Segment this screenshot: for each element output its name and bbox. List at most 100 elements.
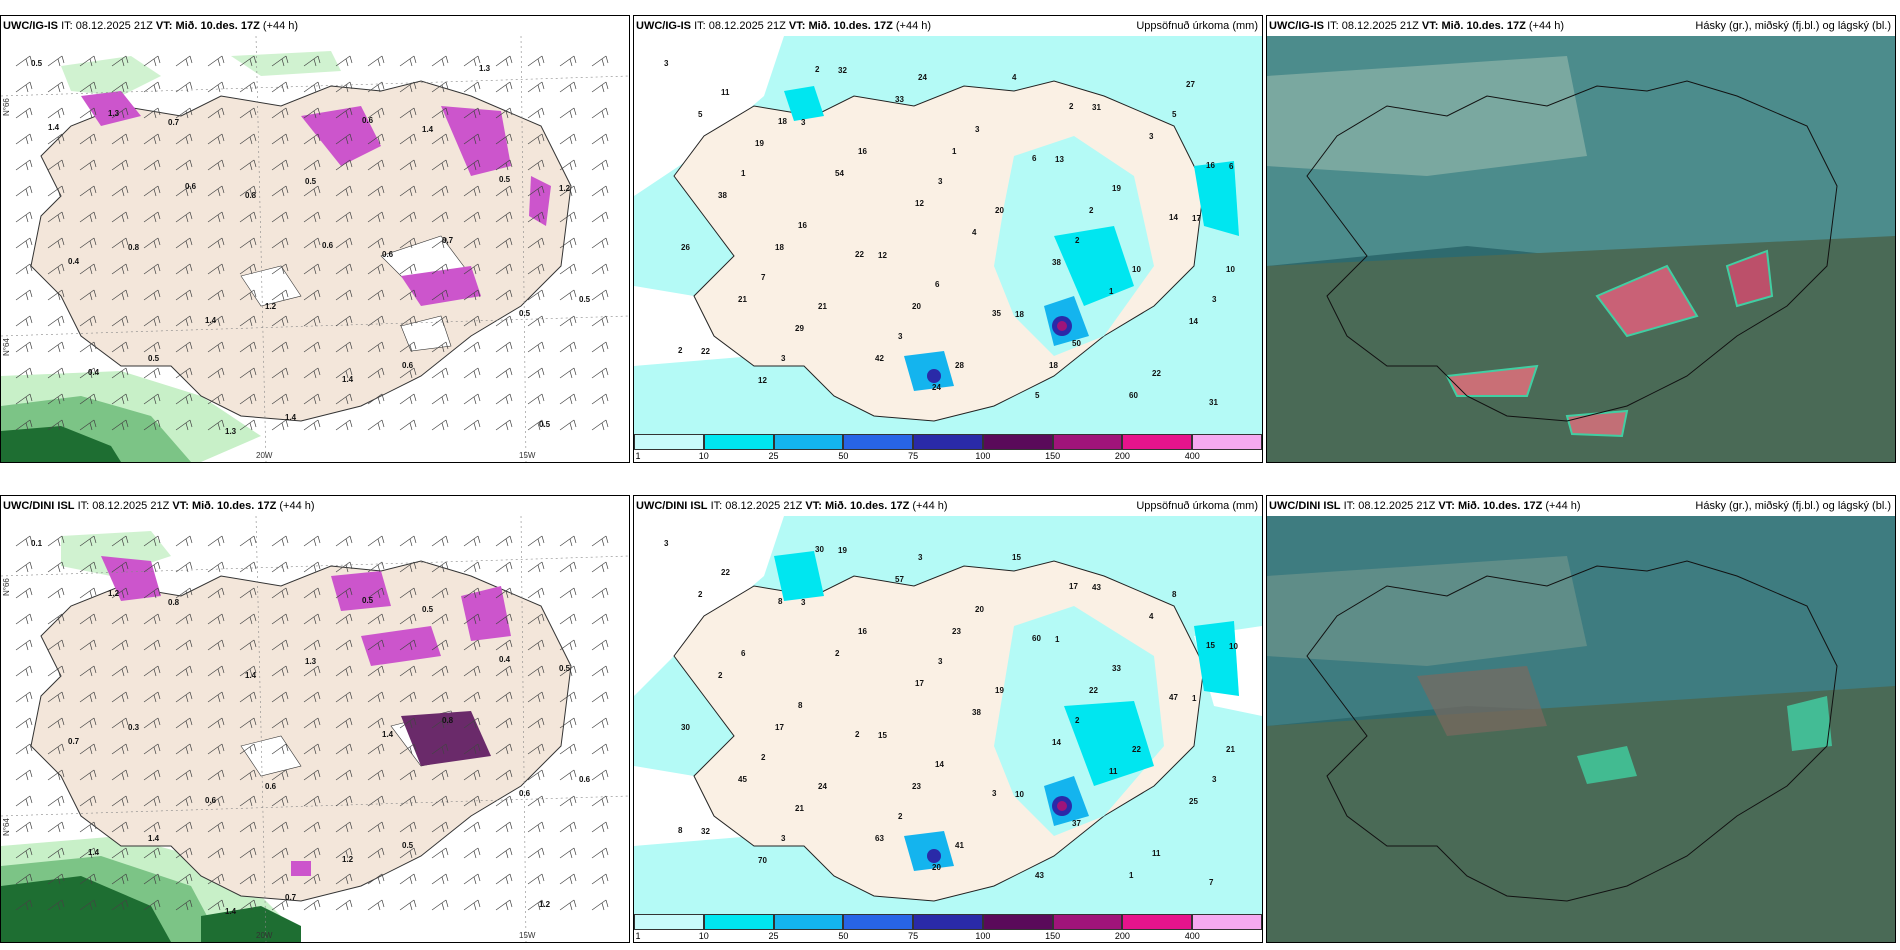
value-label: 0.6 bbox=[185, 182, 197, 191]
wind-barb bbox=[399, 419, 417, 431]
wind-barb bbox=[239, 873, 257, 885]
colorbar-tick: 25 bbox=[768, 451, 779, 461]
wind-barb bbox=[399, 821, 417, 833]
wind-barb bbox=[335, 55, 353, 67]
wind-barb bbox=[47, 821, 65, 833]
colorbar: 1 10 25 50 75 100 150 200 400 bbox=[634, 434, 1262, 462]
wind-barb bbox=[15, 237, 33, 249]
wind-barb bbox=[271, 691, 289, 703]
wind-barb bbox=[527, 393, 545, 405]
wind-barb bbox=[271, 133, 289, 145]
colorbar-tick: 400 bbox=[1184, 451, 1200, 461]
wind-barb bbox=[175, 717, 193, 729]
wind-barb bbox=[47, 341, 65, 353]
wind-barb bbox=[527, 419, 545, 431]
panel-wind-row1[interactable]: UWC/IG-IS IT: 08.12.2025 21Z VT: Mið. 10… bbox=[0, 15, 630, 463]
value-label: 3 bbox=[938, 177, 943, 186]
cloud-map bbox=[1267, 516, 1895, 942]
wind-barb bbox=[111, 587, 129, 599]
wind-barb bbox=[175, 535, 193, 547]
wind-barb bbox=[207, 393, 225, 405]
panel-precip-row1[interactable]: UWC/IG-IS IT: 08.12.2025 21Z VT: Mið. 10… bbox=[633, 15, 1263, 463]
panel-wind-row2[interactable]: UWC/DINI ISL IT: 08.12.2025 21Z VT: Mið.… bbox=[0, 495, 630, 943]
value-label: 70 bbox=[758, 856, 767, 865]
wind-barb bbox=[143, 55, 161, 67]
wind-barb bbox=[303, 847, 321, 859]
wind-barb bbox=[367, 237, 385, 249]
wind-barb bbox=[15, 81, 33, 93]
wind-barb bbox=[143, 341, 161, 353]
wind-barb bbox=[239, 185, 257, 197]
wind-barb bbox=[463, 717, 481, 729]
wind-barb bbox=[463, 873, 481, 885]
wind-barb bbox=[367, 289, 385, 301]
wind-barb bbox=[399, 613, 417, 625]
wind-barb bbox=[559, 55, 577, 67]
wind-barb bbox=[335, 237, 353, 249]
wind-barb bbox=[15, 419, 33, 431]
wind-barb bbox=[47, 393, 65, 405]
value-label: 7 bbox=[1209, 878, 1214, 887]
value-label: 12 bbox=[878, 251, 887, 260]
wind-barb bbox=[111, 341, 129, 353]
wind-barb bbox=[79, 821, 97, 833]
wind-barb bbox=[47, 211, 65, 223]
value-label: 8 bbox=[778, 597, 783, 606]
value-label: 33 bbox=[895, 95, 904, 104]
panel-precip-row2[interactable]: UWC/DINI ISL IT: 08.12.2025 21Z VT: Mið.… bbox=[633, 495, 1263, 943]
wind-barb bbox=[79, 795, 97, 807]
wind-barb bbox=[207, 847, 225, 859]
wind-barb bbox=[431, 535, 449, 547]
wind-barb bbox=[239, 419, 257, 431]
wind-barb bbox=[463, 587, 481, 599]
wind-barb bbox=[431, 587, 449, 599]
wind-barb bbox=[559, 613, 577, 625]
wind-barb bbox=[591, 367, 609, 379]
wind-barb bbox=[271, 743, 289, 755]
value-label: 3 bbox=[1149, 132, 1154, 141]
wind-barb bbox=[495, 743, 513, 755]
wind-barb bbox=[527, 81, 545, 93]
wind-barb bbox=[591, 717, 609, 729]
wind-barb bbox=[559, 185, 577, 197]
wind-barb bbox=[399, 289, 417, 301]
wind-barb bbox=[463, 211, 481, 223]
wind-barb bbox=[143, 367, 161, 379]
wind-barb bbox=[207, 873, 225, 885]
wind-barb bbox=[527, 873, 545, 885]
iceland-outline bbox=[1306, 80, 1838, 422]
wind-barb bbox=[367, 419, 385, 431]
wind-barb bbox=[463, 367, 481, 379]
wind-barb bbox=[495, 821, 513, 833]
wind-barb bbox=[79, 419, 97, 431]
value-label: 3 bbox=[938, 657, 943, 666]
value-label: 11 bbox=[1152, 849, 1161, 858]
wind-barb bbox=[271, 159, 289, 171]
wind-barb bbox=[495, 159, 513, 171]
wind-barb bbox=[303, 367, 321, 379]
wind-barb bbox=[111, 743, 129, 755]
panel-cloud-row1[interactable]: UWC/IG-IS IT: 08.12.2025 21Z VT: Mið. 10… bbox=[1266, 15, 1896, 463]
wind-barb bbox=[15, 613, 33, 625]
wind-barb bbox=[143, 873, 161, 885]
wind-barb bbox=[143, 289, 161, 301]
colorbar-swatch bbox=[1052, 914, 1123, 930]
wind-barb bbox=[271, 107, 289, 119]
panel-cloud-row2[interactable]: UWC/DINI ISL IT: 08.12.2025 21Z VT: Mið.… bbox=[1266, 495, 1896, 943]
wind-barb bbox=[271, 185, 289, 197]
wind-barb bbox=[431, 315, 449, 327]
valid-time: Mið. 10.des. 17Z bbox=[191, 500, 277, 512]
wind-barb bbox=[175, 367, 193, 379]
value-label: 21 bbox=[738, 295, 747, 304]
value-label: 1.4 bbox=[88, 848, 100, 857]
value-label: 0.7 bbox=[168, 118, 180, 127]
wind-barb bbox=[495, 81, 513, 93]
wind-barb bbox=[79, 743, 97, 755]
value-label: 3 bbox=[992, 789, 997, 798]
wind-barb bbox=[335, 185, 353, 197]
wind-barb bbox=[591, 81, 609, 93]
colorbar-swatch bbox=[843, 914, 914, 930]
value-label: 42 bbox=[875, 354, 884, 363]
wind-barb bbox=[559, 237, 577, 249]
value-label: 3 bbox=[1212, 775, 1217, 784]
